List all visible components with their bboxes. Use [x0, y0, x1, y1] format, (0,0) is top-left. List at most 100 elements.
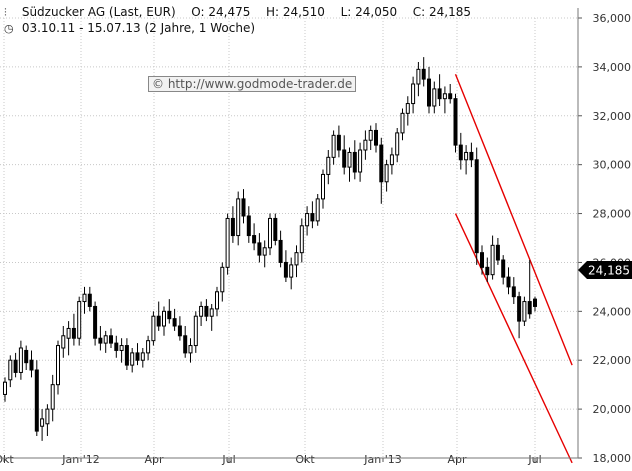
candle-down — [474, 159, 479, 254]
candle-up — [82, 293, 87, 303]
candle-down — [336, 134, 341, 151]
high-value: H: 24,510 — [266, 5, 325, 19]
y-tick-label: 34,000 — [593, 61, 632, 74]
candle-up — [146, 340, 151, 354]
open-value: O: 24,475 — [191, 5, 251, 19]
candle-up — [358, 149, 363, 173]
candle-down — [24, 349, 29, 364]
candle-down — [485, 266, 490, 276]
candle-up — [442, 93, 447, 100]
candle-down — [458, 144, 463, 161]
last-price-tag: 24,185 — [578, 261, 632, 279]
candle-up — [140, 352, 145, 361]
candle-up — [61, 335, 66, 349]
trend-channel — [454, 73, 573, 464]
candle-up — [432, 88, 437, 107]
candle-down — [511, 286, 516, 298]
candle-down — [109, 335, 113, 344]
candle-up — [363, 139, 368, 151]
candle-down — [98, 337, 103, 344]
candle-down — [501, 259, 506, 278]
y-tick-label: 30,000 — [593, 159, 632, 172]
candle-up — [45, 408, 50, 425]
candle-up — [305, 213, 310, 227]
candle-down — [204, 305, 209, 317]
candle-up — [130, 352, 135, 366]
candle-down — [506, 276, 511, 288]
candle-up — [193, 315, 198, 347]
candle-down — [177, 325, 182, 337]
candle-up — [411, 83, 416, 105]
candle-up — [395, 132, 400, 156]
candle-up — [416, 68, 421, 85]
candle-down — [352, 151, 357, 173]
candle-down — [495, 244, 500, 261]
candle-up — [66, 327, 71, 339]
low-value: L: 24,050 — [340, 5, 398, 19]
candle-down — [427, 78, 431, 107]
candle-down — [527, 301, 532, 315]
candle-down — [135, 352, 140, 361]
candle-down — [29, 359, 34, 371]
chart-axes: 36,00034,00032,00030,00028,00026,00024,0… — [0, 8, 631, 466]
candle-down — [167, 310, 172, 320]
last-price-label: 24,185 — [588, 264, 630, 278]
candles — [3, 57, 537, 441]
y-tick-label: 32,000 — [593, 110, 632, 123]
candle-down — [252, 235, 257, 244]
y-tick-label: 18,000 — [593, 452, 632, 465]
x-tick-label: Okt — [0, 453, 14, 466]
candle-up — [522, 301, 527, 322]
candle-down — [230, 217, 235, 237]
candle-down — [310, 213, 315, 222]
candle-up — [77, 301, 82, 339]
watermark: © http://www.godmode-trader.de — [148, 76, 357, 92]
candle-down — [437, 88, 442, 100]
candlestick-icon: ⫶ — [4, 6, 7, 19]
x-tick-label: Okt — [295, 453, 315, 466]
candle-up — [56, 345, 60, 386]
candle-up — [188, 345, 193, 354]
candle-down — [246, 215, 251, 237]
candle-up — [315, 198, 320, 222]
candle-up — [119, 345, 124, 351]
candle-up — [326, 156, 331, 175]
trend-channel-upper — [454, 73, 573, 366]
last-price-marker — [578, 261, 632, 279]
candle-down — [379, 144, 384, 183]
candle-down — [453, 98, 458, 146]
candle-up — [103, 335, 108, 344]
candle-down — [283, 261, 288, 278]
candle-up — [236, 198, 241, 237]
candle-up — [268, 217, 272, 249]
candle-up — [220, 266, 225, 293]
candle-up — [321, 173, 325, 200]
candle-up — [199, 305, 204, 317]
candle-up — [347, 151, 352, 168]
candle-up — [400, 112, 405, 134]
candle-up — [464, 151, 469, 161]
date-range: 03.10.11 - 15.07.13 (2 Jahre, 1 Woche) — [21, 21, 256, 35]
candle-down — [93, 305, 98, 339]
candle-up — [331, 134, 336, 158]
x-tick-label: Jul — [527, 453, 541, 466]
x-tick-label: Jan '13 — [363, 453, 401, 466]
candle-down — [342, 149, 347, 168]
y-tick-label: 24,000 — [593, 305, 632, 318]
candle-up — [50, 384, 55, 410]
x-tick-label: Apr — [447, 453, 467, 466]
candle-down — [469, 151, 474, 161]
trend-channel-lower — [454, 213, 573, 464]
candle-up — [8, 359, 13, 381]
candle-down — [124, 345, 129, 366]
candle-down — [374, 129, 378, 146]
y-tick-label: 28,000 — [593, 208, 632, 221]
candle-down — [517, 296, 522, 322]
candle-down — [448, 93, 453, 100]
candle-down — [34, 369, 39, 432]
candle-down — [533, 298, 537, 307]
candle-down — [278, 239, 283, 263]
x-tick-label: Jul — [221, 453, 235, 466]
candle-down — [257, 242, 262, 256]
